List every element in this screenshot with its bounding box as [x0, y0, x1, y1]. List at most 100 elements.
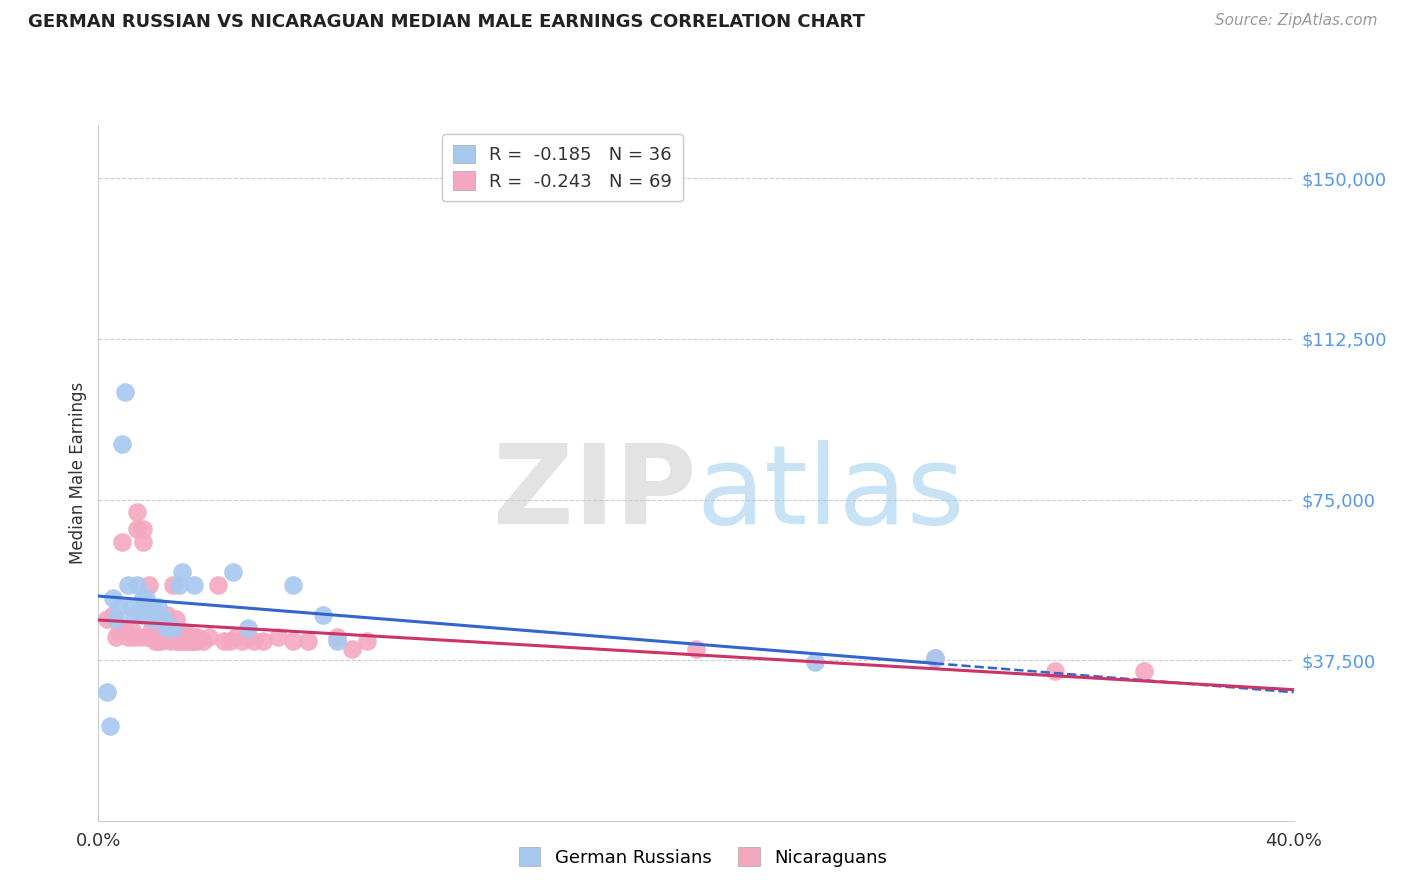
Point	[117, 630, 139, 644]
Point	[236, 630, 259, 644]
Point	[924, 651, 946, 665]
Point	[281, 633, 304, 648]
Point	[148, 630, 170, 644]
Point	[114, 621, 136, 635]
Point	[100, 719, 122, 733]
Point	[129, 630, 152, 644]
Point	[120, 621, 142, 635]
Point	[191, 633, 214, 648]
Point	[141, 621, 163, 635]
Point	[174, 625, 197, 640]
Point	[96, 685, 118, 699]
Point	[159, 633, 181, 648]
Point	[156, 621, 179, 635]
Point	[120, 599, 142, 614]
Point	[132, 608, 155, 623]
Point	[103, 591, 125, 605]
Point	[252, 633, 274, 648]
Point	[183, 633, 205, 648]
Point	[172, 630, 194, 644]
Point	[167, 578, 190, 592]
Point	[183, 578, 205, 592]
Point	[141, 612, 163, 626]
Point	[105, 630, 128, 644]
Point	[143, 612, 166, 626]
Point	[108, 625, 131, 640]
Point	[311, 608, 333, 623]
Point	[1043, 664, 1066, 678]
Point	[153, 630, 176, 644]
Point	[117, 578, 139, 592]
Point	[165, 612, 187, 626]
Point	[165, 633, 187, 648]
Point	[167, 625, 190, 640]
Text: atlas: atlas	[696, 440, 965, 547]
Text: GERMAN RUSSIAN VS NICARAGUAN MEDIAN MALE EARNINGS CORRELATION CHART: GERMAN RUSSIAN VS NICARAGUAN MEDIAN MALE…	[28, 13, 865, 31]
Point	[924, 651, 946, 665]
Point	[124, 608, 146, 623]
Point	[162, 630, 184, 644]
Point	[153, 612, 176, 626]
Point	[180, 633, 202, 648]
Point	[297, 633, 319, 648]
Point	[180, 630, 202, 644]
Point	[111, 437, 134, 451]
Point	[105, 612, 128, 626]
Point	[186, 633, 208, 648]
Point	[177, 633, 200, 648]
Point	[129, 599, 152, 614]
Point	[96, 612, 118, 626]
Point	[114, 385, 136, 400]
Point	[162, 578, 184, 592]
Point	[138, 599, 160, 614]
Point	[132, 591, 155, 605]
Point	[231, 633, 253, 648]
Point	[135, 630, 157, 644]
Point	[150, 612, 173, 626]
Point	[243, 633, 266, 648]
Point	[225, 630, 247, 644]
Point	[326, 630, 349, 644]
Point	[1133, 664, 1156, 678]
Point	[148, 633, 170, 648]
Point	[127, 523, 149, 537]
Point	[143, 633, 166, 648]
Point	[132, 523, 155, 537]
Point	[219, 633, 242, 648]
Point	[138, 630, 160, 644]
Legend: German Russians, Nicaraguans: German Russians, Nicaraguans	[512, 840, 894, 874]
Point	[156, 621, 179, 635]
Point	[124, 630, 146, 644]
Y-axis label: Median Male Earnings: Median Male Earnings	[69, 382, 87, 564]
Point	[267, 630, 290, 644]
Point	[141, 630, 163, 644]
Point	[162, 621, 184, 635]
Point	[159, 630, 181, 644]
Point	[143, 630, 166, 644]
Point	[153, 621, 176, 635]
Point	[150, 630, 173, 644]
Point	[108, 599, 131, 614]
Point	[685, 642, 707, 657]
Point	[342, 642, 364, 657]
Point	[804, 655, 827, 669]
Point	[103, 608, 125, 623]
Point	[326, 633, 349, 648]
Point	[198, 630, 221, 644]
Point	[236, 621, 259, 635]
Text: Source: ZipAtlas.com: Source: ZipAtlas.com	[1215, 13, 1378, 29]
Point	[141, 599, 163, 614]
Point	[150, 633, 173, 648]
Point	[138, 608, 160, 623]
Point	[281, 578, 304, 592]
Point	[156, 608, 179, 623]
Legend: R =  -0.185   N = 36, R =  -0.243   N = 69: R = -0.185 N = 36, R = -0.243 N = 69	[441, 134, 683, 202]
Point	[212, 633, 235, 648]
Point	[111, 535, 134, 549]
Point	[132, 535, 155, 549]
Point	[183, 630, 205, 644]
Point	[222, 566, 245, 580]
Point	[177, 630, 200, 644]
Point	[172, 633, 194, 648]
Point	[148, 599, 170, 614]
